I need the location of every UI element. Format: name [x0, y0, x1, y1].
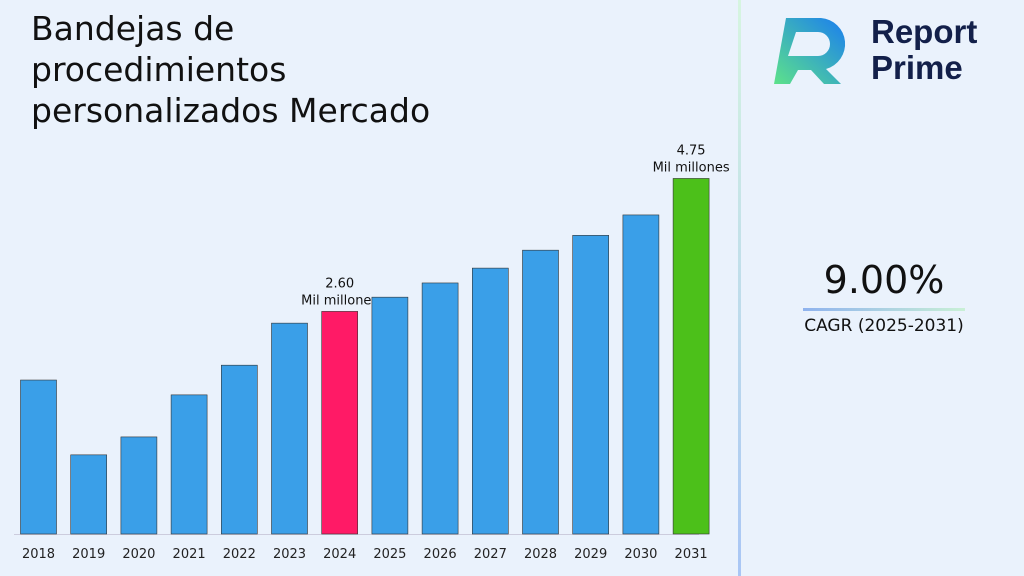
bar-2026 [421, 282, 459, 535]
bar-2030 [622, 214, 660, 535]
logo-icon [774, 18, 846, 84]
data-label-unit-2024: Mil millones [301, 293, 378, 308]
tick-label-2030: 2030 [624, 547, 657, 562]
tick-label-2029: 2029 [574, 547, 607, 562]
tick-label-2031: 2031 [675, 547, 708, 562]
bar-2025 [371, 296, 409, 535]
tick-label-2026: 2026 [424, 547, 457, 562]
tick-label-2028: 2028 [524, 547, 557, 562]
tick-label-2025: 2025 [373, 547, 406, 562]
tick-label-2023: 2023 [273, 547, 306, 562]
tick-label-2021: 2021 [173, 547, 206, 562]
cagr-value: 9.00% [823, 258, 945, 302]
bar-chart: 2018 2019 2020 2021 2022 2023 2024 2.60 Mil mill… [14, 143, 730, 562]
bar-2029 [572, 235, 610, 535]
bar-2023 [271, 322, 308, 535]
data-label-unit-2031: Mil millones [653, 160, 730, 175]
data-label-2031: 4.75 [677, 143, 706, 158]
tick-label-2019: 2019 [72, 547, 105, 562]
bar-2020 [120, 436, 158, 535]
data-label-2024: 2.60 [325, 276, 354, 291]
cagr-underline [803, 308, 965, 311]
bar-2027 [471, 267, 509, 535]
report-prime-logo: Report Prime [766, 14, 1006, 89]
cagr-label: CAGR (2025-2031) [804, 316, 964, 336]
tick-label-2022: 2022 [223, 547, 256, 562]
chart-title: Bandejas de procedimientos personalizado… [31, 9, 431, 130]
bar-2024 [321, 311, 359, 535]
divider [738, 0, 741, 576]
brand-line2: Prime [871, 49, 963, 86]
bar-2031 [672, 178, 710, 535]
tick-label-2024: 2024 [323, 547, 356, 562]
bar-2021 [170, 394, 208, 535]
tick-label-2018: 2018 [22, 547, 55, 562]
bar-2019 [70, 454, 107, 535]
brand-line1: Report [871, 13, 978, 50]
bar-2022 [221, 364, 258, 535]
bar-2028 [522, 249, 559, 535]
bar-2018 [20, 379, 57, 535]
tick-label-2027: 2027 [474, 547, 507, 562]
tick-label-2020: 2020 [122, 547, 155, 562]
